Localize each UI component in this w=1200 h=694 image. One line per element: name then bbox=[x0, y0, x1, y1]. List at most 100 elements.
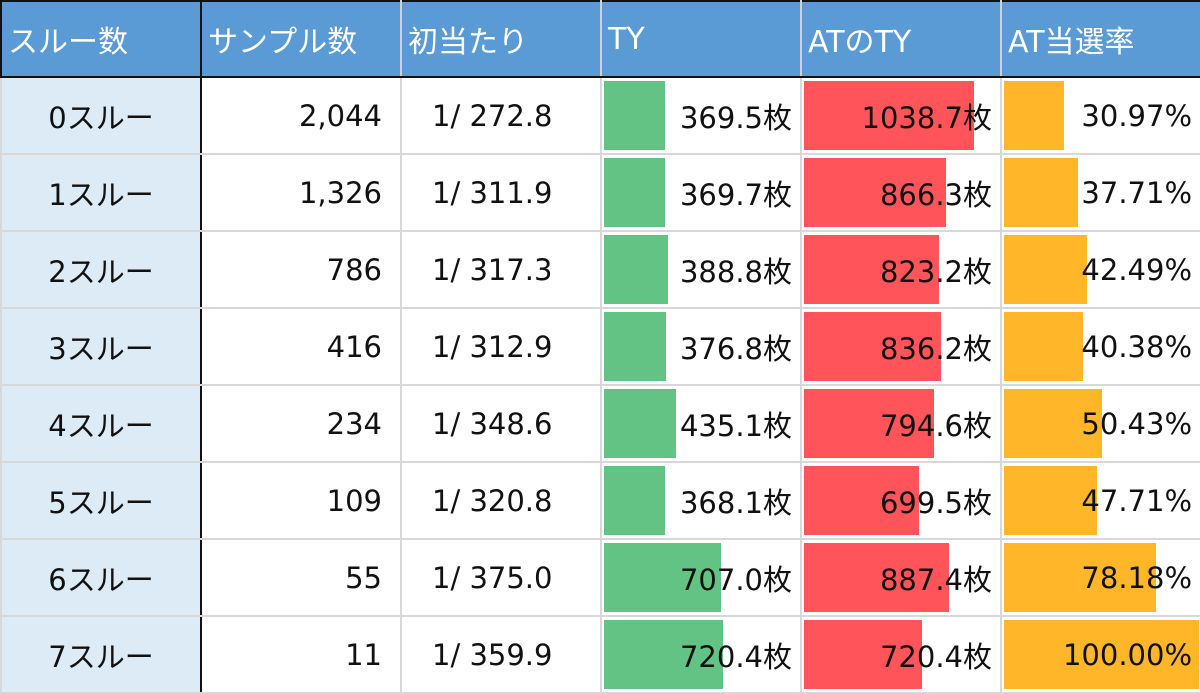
table-row: 5スルー 109 1/ 320.8 368.1枚 699.5枚 47.71% bbox=[0, 461, 1200, 540]
at-ty-bar bbox=[804, 235, 939, 304]
ty-value: 369.5枚 bbox=[679, 100, 792, 135]
ty-value: 720.4枚 bbox=[679, 639, 792, 674]
ty-bar bbox=[604, 158, 665, 227]
ty-cell: 376.8枚 bbox=[600, 307, 802, 386]
through-label: 5スルー bbox=[0, 461, 202, 540]
ty-bar bbox=[604, 235, 669, 304]
through-label: 1スルー bbox=[0, 153, 202, 232]
at-ty-cell: 823.2枚 bbox=[800, 230, 1002, 309]
table-row: 7スルー 11 1/ 359.9 720.4枚 720.4枚 100.00% bbox=[0, 615, 1200, 694]
at-rate-cell: 42.49% bbox=[1000, 230, 1200, 309]
samples-value: 1,326 bbox=[200, 153, 402, 232]
at-rate-bar bbox=[1004, 389, 1103, 458]
samples-value: 2,044 bbox=[200, 76, 402, 155]
samples-value: 234 bbox=[200, 384, 402, 463]
through-label: 7スルー bbox=[0, 615, 202, 694]
at-rate-cell: 100.00% bbox=[1000, 615, 1200, 694]
table-row: 1スルー 1,326 1/ 311.9 369.7枚 866.3枚 37.71% bbox=[0, 153, 1200, 232]
table-row: 2スルー 786 1/ 317.3 388.8枚 823.2枚 42.49% bbox=[0, 230, 1200, 309]
ty-value: 388.8枚 bbox=[679, 254, 792, 289]
at-ty-bar bbox=[804, 312, 942, 381]
header-samples: サンプル数 bbox=[201, 1, 402, 78]
ty-bar bbox=[604, 466, 665, 535]
at-rate-bar bbox=[1004, 620, 1200, 689]
at-ty-value: 887.4枚 bbox=[879, 562, 992, 597]
at-ty-cell: 1038.7枚 bbox=[800, 76, 1002, 155]
at-rate-value: 37.71% bbox=[1081, 175, 1192, 210]
at-ty-cell: 836.2枚 bbox=[800, 307, 1002, 386]
at-rate-cell: 37.71% bbox=[1000, 153, 1200, 232]
at-ty-value: 836.2枚 bbox=[879, 331, 992, 366]
at-ty-cell: 720.4枚 bbox=[800, 615, 1002, 694]
at-ty-bar bbox=[804, 466, 919, 535]
through-label: 3スルー bbox=[0, 307, 202, 386]
at-ty-cell: 866.3枚 bbox=[800, 153, 1002, 232]
at-rate-cell: 30.97% bbox=[1000, 76, 1200, 155]
at-ty-value: 720.4枚 bbox=[879, 639, 992, 674]
at-ty-cell: 699.5枚 bbox=[800, 461, 1002, 540]
through-label: 2スルー bbox=[0, 230, 202, 309]
ty-value: 368.1枚 bbox=[679, 485, 792, 520]
ty-bar bbox=[604, 389, 676, 458]
at-ty-bar bbox=[804, 389, 935, 458]
ty-cell: 720.4枚 bbox=[600, 615, 802, 694]
at-ty-value: 1038.7枚 bbox=[861, 100, 992, 135]
at-ty-bar bbox=[804, 543, 950, 612]
first-hit-value: 1/ 320.8 bbox=[400, 461, 602, 540]
at-rate-value: 47.71% bbox=[1081, 483, 1192, 518]
at-ty-cell: 794.6枚 bbox=[800, 384, 1002, 463]
through-label: 4スルー bbox=[0, 384, 202, 463]
table-row: 6スルー 55 1/ 375.0 707.0枚 887.4枚 78.18% bbox=[0, 538, 1200, 617]
table-row: 4スルー 234 1/ 348.6 435.1枚 794.6枚 50.43% bbox=[0, 384, 1200, 463]
at-ty-bar bbox=[804, 81, 975, 150]
through-label: 6スルー bbox=[0, 538, 202, 617]
ty-cell: 388.8枚 bbox=[600, 230, 802, 309]
first-hit-value: 1/ 317.3 bbox=[400, 230, 602, 309]
first-hit-value: 1/ 375.0 bbox=[400, 538, 602, 617]
first-hit-value: 1/ 311.9 bbox=[400, 153, 602, 232]
samples-value: 416 bbox=[200, 307, 402, 386]
at-rate-cell: 78.18% bbox=[1000, 538, 1200, 617]
ty-cell: 368.1枚 bbox=[600, 461, 802, 540]
at-rate-cell: 47.71% bbox=[1000, 461, 1200, 540]
ty-cell: 707.0枚 bbox=[600, 538, 802, 617]
header-row: スルー数 サンプル数 初当たり TY ATのTY AT当選率 bbox=[1, 1, 1200, 78]
table-row: 0スルー 2,044 1/ 272.8 369.5枚 1038.7枚 30.97% bbox=[0, 76, 1200, 155]
at-rate-value: 30.97% bbox=[1081, 98, 1192, 133]
ty-bar bbox=[604, 81, 665, 150]
at-rate-bar bbox=[1004, 466, 1098, 535]
ty-value: 707.0枚 bbox=[679, 562, 792, 597]
header-through-count: スルー数 bbox=[1, 1, 202, 78]
at-rate-bar bbox=[1004, 235, 1087, 304]
first-hit-value: 1/ 272.8 bbox=[400, 76, 602, 155]
through-label: 0スルー bbox=[0, 76, 202, 155]
at-rate-bar bbox=[1004, 312, 1083, 381]
ty-value: 369.7枚 bbox=[679, 177, 792, 212]
at-ty-value: 866.3枚 bbox=[879, 177, 992, 212]
at-rate-bar bbox=[1004, 543, 1157, 612]
ty-cell: 435.1枚 bbox=[600, 384, 802, 463]
at-ty-bar bbox=[804, 620, 923, 689]
at-rate-value: 42.49% bbox=[1081, 252, 1192, 287]
at-ty-value: 823.2枚 bbox=[879, 254, 992, 289]
table-row: 3スルー 416 1/ 312.9 376.8枚 836.2枚 40.38% bbox=[0, 307, 1200, 386]
at-ty-value: 794.6枚 bbox=[879, 408, 992, 443]
header-at-ty: ATのTY bbox=[801, 1, 1002, 78]
at-ty-value: 699.5枚 bbox=[879, 485, 992, 520]
ty-bar bbox=[604, 543, 721, 612]
at-rate-cell: 40.38% bbox=[1000, 307, 1200, 386]
at-rate-value: 50.43% bbox=[1081, 406, 1192, 441]
header-ty: TY bbox=[601, 1, 802, 78]
at-rate-bar bbox=[1004, 81, 1065, 150]
ty-value: 435.1枚 bbox=[679, 408, 792, 443]
ty-cell: 369.7枚 bbox=[600, 153, 802, 232]
at-rate-bar bbox=[1004, 158, 1078, 227]
at-rate-value: 40.38% bbox=[1081, 329, 1192, 364]
ty-value: 376.8枚 bbox=[679, 331, 792, 366]
ty-bar bbox=[604, 620, 723, 689]
at-rate-value: 78.18% bbox=[1081, 560, 1192, 595]
first-hit-value: 1/ 312.9 bbox=[400, 307, 602, 386]
samples-value: 109 bbox=[200, 461, 402, 540]
at-rate-cell: 50.43% bbox=[1000, 384, 1200, 463]
